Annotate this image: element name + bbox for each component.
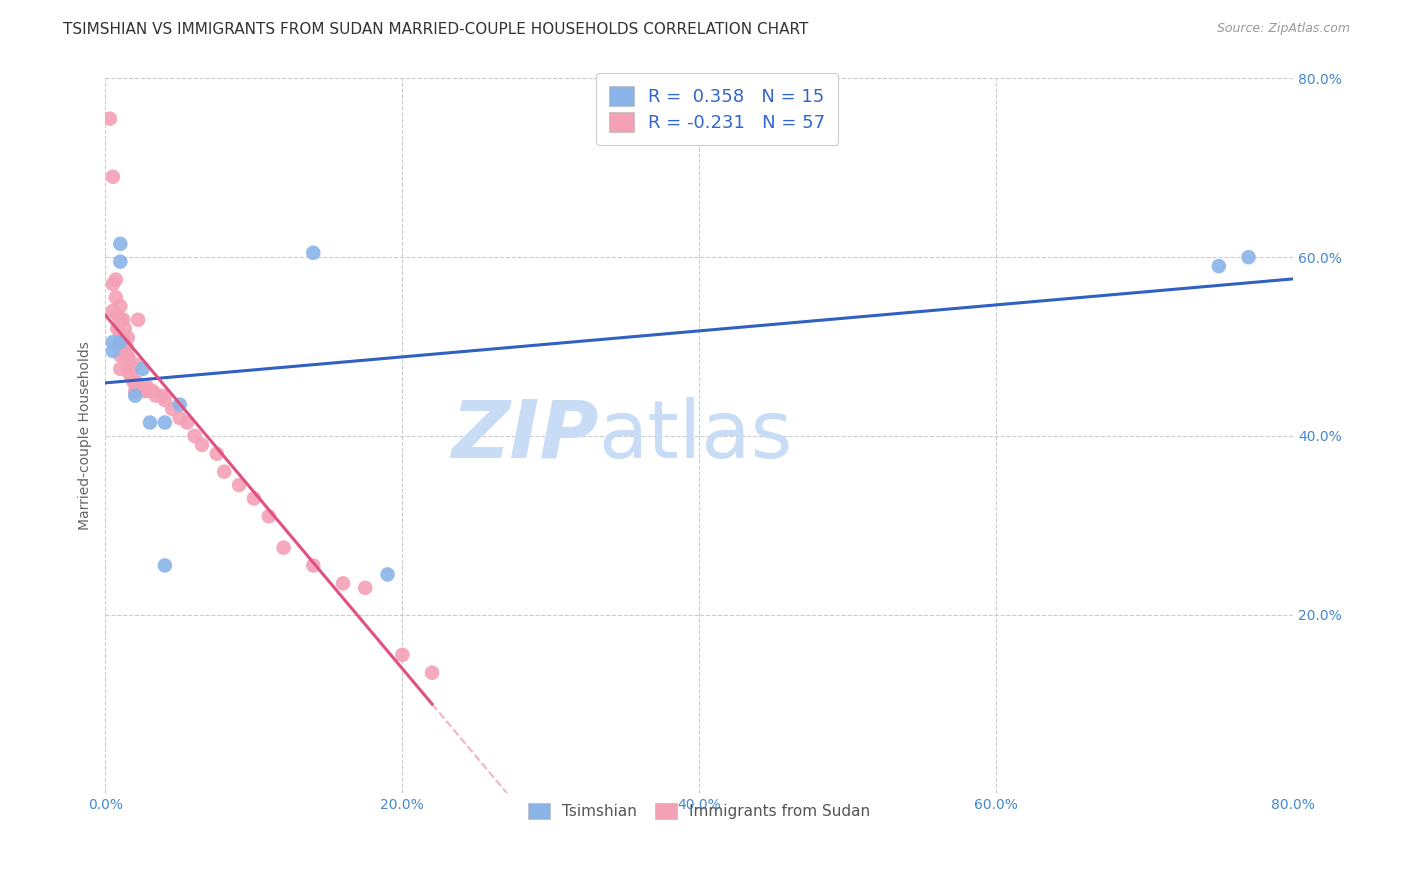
Point (101, 344, 124, 359)
Point (183, 429, 205, 443)
Point (132, 384, 155, 399)
Point (101, 335, 124, 350)
Text: atlas: atlas (599, 397, 793, 475)
Point (117, 330, 139, 344)
Point (122, 376, 145, 390)
Point (1208, 259, 1230, 273)
Point (131, 362, 153, 376)
Point (169, 398, 191, 412)
Point (176, 416, 198, 430)
Point (117, 349, 139, 363)
Point (302, 245, 325, 260)
Y-axis label: Married-couple Households: Married-couple Households (79, 342, 93, 531)
Point (101, 169, 124, 184)
Point (212, 465, 235, 479)
Point (114, 340, 136, 354)
Point (153, 416, 176, 430)
Point (110, 362, 132, 376)
Legend: Tsimshian, Immigrants from Sudan: Tsimshian, Immigrants from Sudan (523, 797, 876, 825)
Point (1237, 250, 1260, 264)
Point (105, 308, 128, 322)
Point (153, 393, 176, 408)
Point (128, 380, 150, 394)
Point (139, 416, 162, 430)
Point (112, 330, 135, 344)
Point (391, 648, 413, 662)
Point (110, 312, 132, 326)
Point (110, 236, 132, 251)
Point (257, 509, 280, 524)
Point (98, 112, 121, 126)
Point (112, 312, 135, 326)
Point (153, 558, 176, 573)
Point (118, 367, 141, 381)
Point (110, 335, 132, 350)
Point (115, 340, 138, 354)
Point (117, 362, 139, 376)
Point (302, 558, 325, 573)
Text: Source: ZipAtlas.com: Source: ZipAtlas.com (1216, 22, 1350, 36)
Point (127, 312, 149, 326)
Point (354, 581, 377, 595)
Point (104, 272, 127, 286)
Point (162, 402, 184, 417)
Point (115, 349, 138, 363)
Point (105, 321, 128, 335)
Text: TSIMSHIAN VS IMMIGRANTS FROM SUDAN MARRIED-COUPLE HOUSEHOLDS CORRELATION CHART: TSIMSHIAN VS IMMIGRANTS FROM SUDAN MARRI… (63, 22, 808, 37)
Point (101, 277, 124, 291)
Point (169, 411, 191, 425)
Point (420, 665, 443, 680)
Point (110, 335, 132, 350)
Point (131, 380, 153, 394)
Point (124, 389, 146, 403)
Point (125, 376, 148, 390)
Point (118, 353, 141, 368)
Point (145, 389, 167, 403)
Point (120, 367, 142, 381)
Point (377, 567, 399, 582)
Point (101, 303, 124, 318)
Point (110, 326, 132, 340)
Point (114, 321, 136, 335)
Point (150, 389, 173, 403)
Point (121, 371, 143, 385)
Point (110, 254, 132, 268)
Point (136, 380, 159, 394)
Point (205, 447, 228, 461)
Point (110, 349, 132, 363)
Point (332, 576, 354, 591)
Point (104, 290, 127, 304)
Point (228, 478, 250, 492)
Point (142, 384, 165, 399)
Point (124, 384, 146, 399)
Point (273, 541, 295, 555)
Point (243, 491, 266, 506)
Point (110, 299, 132, 313)
Point (191, 438, 214, 452)
Text: ZIP: ZIP (451, 397, 599, 475)
Point (124, 358, 146, 372)
Point (139, 384, 162, 399)
